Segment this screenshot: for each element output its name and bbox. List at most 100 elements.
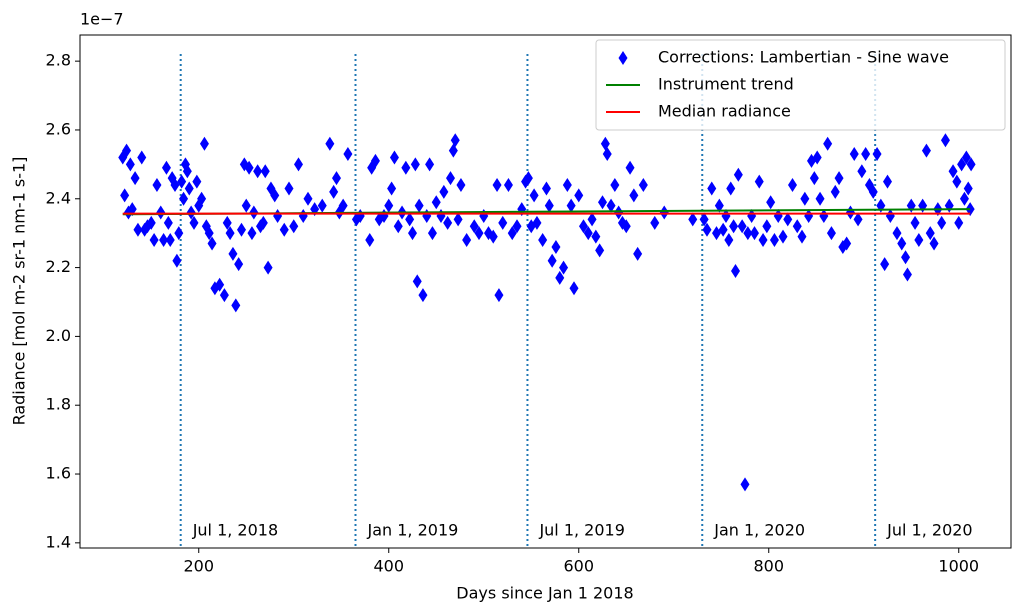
data-point [587, 212, 597, 227]
data-point [778, 229, 788, 244]
data-point [766, 195, 776, 210]
legend-label: Corrections: Lambertian - Sine wave [658, 48, 949, 67]
date-label: Jul 1, 2018 [192, 521, 278, 540]
data-point [289, 219, 299, 234]
data-point [721, 208, 731, 223]
data-point [591, 229, 601, 244]
data-point [133, 222, 143, 237]
x-tick-label: 200 [183, 557, 214, 576]
data-point [702, 222, 712, 237]
y-tick-label: 2.8 [46, 51, 71, 70]
data-point [165, 233, 175, 248]
data-point [414, 198, 424, 213]
data-point [659, 205, 669, 220]
data-point [610, 178, 620, 193]
data-point [156, 205, 166, 220]
data-point [929, 236, 939, 251]
y-axis-label: Radiance [mol m-2 sr-1 nm-1 s-1] [10, 157, 29, 426]
data-point [857, 164, 867, 179]
data-point [199, 136, 209, 151]
data-point [410, 157, 420, 172]
data-point [747, 208, 757, 223]
data-point [868, 184, 878, 199]
data-point [225, 226, 235, 241]
data-point [149, 233, 159, 248]
data-point [186, 205, 196, 220]
y-tick-label: 2.2 [46, 257, 71, 276]
data-point [885, 208, 895, 223]
data-point [880, 257, 890, 272]
data-point [925, 226, 935, 241]
date-label: Jan 1, 2020 [713, 521, 805, 540]
data-point [184, 181, 194, 196]
data-point [699, 212, 709, 227]
y-tick-label: 2.0 [46, 326, 71, 345]
legend-marker [618, 51, 628, 65]
data-point [598, 195, 607, 210]
data-point [914, 233, 924, 248]
data-point [544, 198, 554, 213]
data-point [228, 246, 238, 261]
data-point [606, 198, 616, 213]
data-point [633, 246, 643, 261]
data-point [538, 233, 548, 248]
data-point [303, 191, 313, 206]
data-point [507, 226, 517, 241]
x-tick-label: 1000 [938, 557, 979, 576]
data-point [443, 215, 453, 230]
data-point [450, 133, 460, 148]
data-point [241, 198, 251, 213]
data-point [826, 226, 836, 241]
y-tick-label: 1.6 [46, 464, 71, 483]
data-point [718, 222, 728, 237]
data-point [800, 191, 810, 206]
data-point [861, 147, 871, 162]
data-point [754, 174, 764, 189]
data-point [532, 215, 542, 230]
data-point [231, 298, 241, 313]
data-point [815, 191, 825, 206]
data-point [448, 143, 458, 158]
data-point [189, 215, 199, 230]
data-point [244, 160, 254, 175]
data-point [892, 226, 902, 241]
data-point [600, 136, 610, 151]
data-point [384, 198, 394, 213]
data-point [629, 188, 639, 203]
data-point [883, 174, 892, 189]
data-point [137, 150, 147, 165]
data-point [714, 198, 724, 213]
data-point [174, 226, 184, 241]
data-point [750, 226, 759, 241]
date-label: Jul 1, 2020 [886, 521, 972, 540]
legend-label: Median radiance [658, 102, 791, 121]
data-point [842, 236, 852, 251]
data-point [819, 208, 829, 223]
data-point [743, 226, 753, 241]
data-point [130, 171, 140, 186]
data-point [146, 215, 156, 230]
date-label: Jan 1, 2019 [367, 521, 459, 540]
data-point [812, 150, 822, 165]
data-point [954, 215, 964, 230]
data-point [492, 178, 502, 193]
data-point [804, 208, 814, 223]
data-point [940, 133, 950, 148]
data-point [569, 281, 579, 296]
date-label: Jul 1, 2019 [538, 521, 624, 540]
data-point [182, 164, 192, 179]
data-point [159, 233, 169, 248]
data-point [834, 171, 844, 186]
data-point [724, 233, 734, 248]
data-point [740, 477, 750, 492]
data-point [937, 215, 947, 230]
data-point [125, 157, 135, 172]
data-point [595, 243, 605, 258]
data-point [412, 274, 422, 289]
y-tick-label: 1.4 [46, 532, 71, 551]
data-point [707, 181, 717, 196]
data-point [462, 233, 472, 248]
data-point [446, 171, 455, 186]
data-point [317, 198, 327, 213]
data-point [559, 260, 569, 275]
